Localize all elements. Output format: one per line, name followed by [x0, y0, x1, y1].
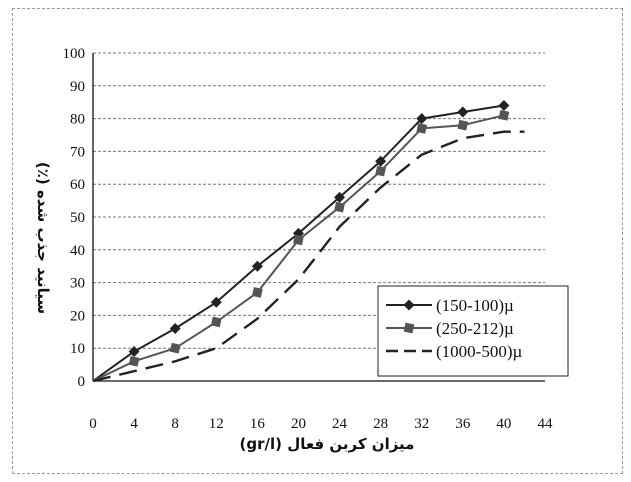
data-point: [498, 99, 510, 111]
x-tick-label: 4: [130, 416, 138, 432]
x-tick-label: 8: [171, 416, 179, 432]
y-tick-label: 90: [70, 79, 85, 95]
y-tick-label: 50: [70, 210, 85, 226]
data-point: [416, 113, 428, 125]
x-tick-labels: 0 4 8 12 16 20 24 28 32 36 40 44: [89, 416, 553, 432]
y-axis-title: سیانید جذب شده (٪): [34, 162, 52, 314]
y-tick-label: 60: [70, 177, 85, 193]
data-point: [416, 123, 428, 134]
y-tick-labels: 0 10 20 30 40 50 60 70 80 90 100: [63, 46, 86, 390]
data-point: [334, 191, 346, 203]
data-point: [210, 296, 222, 308]
series-2: [92, 109, 510, 382]
data-point: [457, 119, 469, 131]
x-tick-label: 0: [89, 416, 97, 432]
y-tick-label: 40: [70, 243, 85, 259]
x-axis-title: میزان کربن فعال (gr/l): [240, 435, 415, 453]
x-tick-label: 40: [496, 416, 511, 432]
data-point: [403, 322, 415, 334]
data-point: [457, 106, 469, 118]
y-tick-label: 30: [70, 276, 85, 292]
x-tick-label: 20: [291, 416, 306, 432]
data-point: [169, 323, 181, 335]
legend-label: (250-212)µ: [436, 319, 514, 338]
y-tick-label: 0: [78, 374, 86, 390]
x-tick-label: 24: [332, 416, 348, 432]
y-tick-label: 70: [70, 144, 85, 160]
data-point: [128, 355, 140, 367]
x-tick-label: 12: [209, 416, 224, 432]
data-point: [293, 234, 304, 246]
data-point: [128, 345, 140, 357]
x-tick-label: 28: [373, 416, 388, 432]
y-tick-label: 80: [70, 112, 85, 128]
data-point: [498, 109, 510, 121]
data-point: [375, 155, 387, 167]
x-tick-label: 32: [414, 416, 429, 432]
x-tick-label: 44: [538, 416, 554, 432]
legend-label: (1000-500)µ: [436, 342, 522, 361]
data-point: [169, 342, 181, 354]
axes: [92, 53, 545, 382]
data-point: [403, 299, 415, 311]
data-point: [251, 260, 263, 272]
series-line: [92, 130, 525, 383]
data-point: [375, 165, 386, 177]
data-point: [334, 201, 345, 213]
series-layer: [92, 99, 525, 383]
legend: (150-100)µ (250-212)µ (1000-500)µ: [377, 285, 569, 377]
y-tick-label: 20: [70, 308, 85, 324]
y-tick-label: 100: [63, 46, 86, 62]
x-tick-label: 36: [455, 416, 471, 432]
x-tick-label: 16: [250, 416, 266, 432]
series-3: [92, 130, 525, 383]
legend-label: (150-100)µ: [436, 296, 514, 315]
y-tick-label: 10: [70, 341, 85, 357]
data-point: [252, 287, 263, 298]
data-point: [210, 316, 222, 328]
